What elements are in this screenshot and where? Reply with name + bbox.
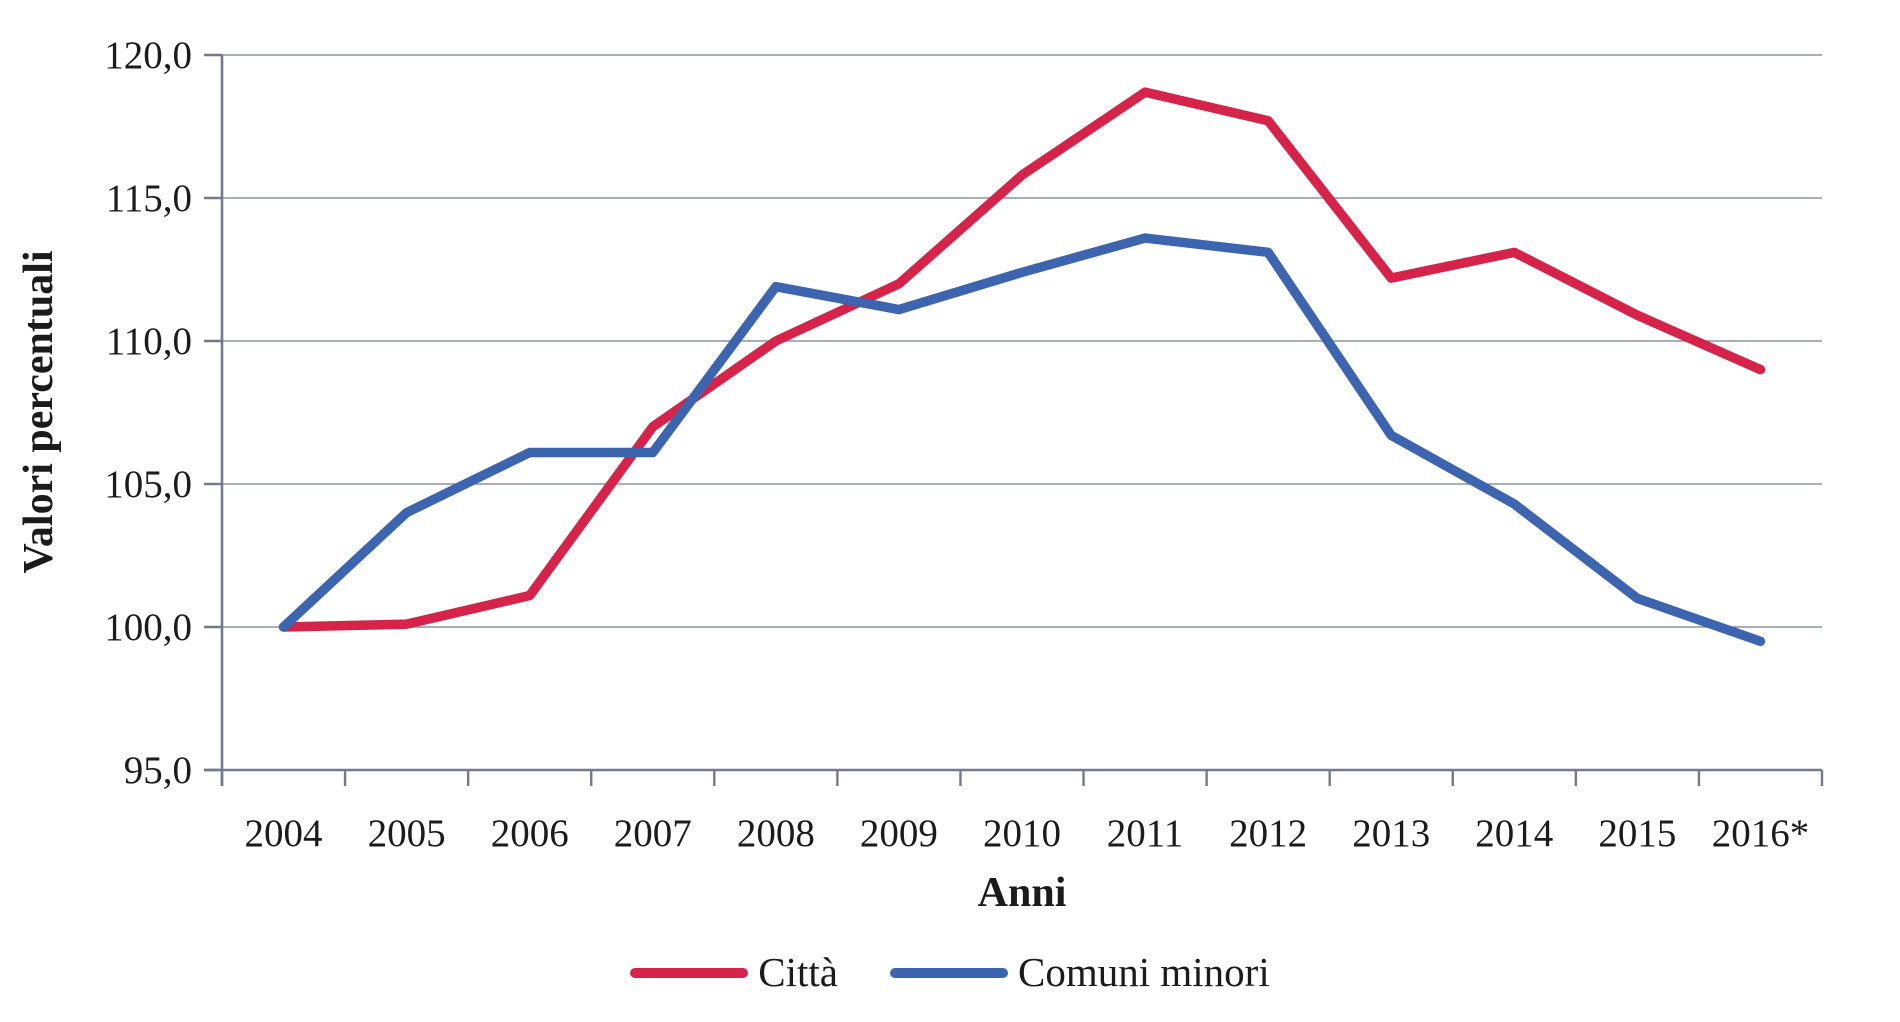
x-tick-label: 2005 [368,812,446,855]
x-tick-label: 2007 [614,812,692,855]
x-tick-labels: 2004 2005 2006 2007 2008 2009 2010 2011 2012 2013… [245,812,1810,855]
gridlines [222,54,1822,628]
x-tick-label: 2014 [1475,812,1553,855]
x-tick-label: 2011 [1107,812,1184,855]
x-tick-label: 2009 [860,812,938,855]
series-line-comuni-minori [278,233,1766,647]
x-tick-label: 2016* [1712,812,1810,855]
y-tick-label: 105,0 [104,463,192,506]
legend-item-citta: Città [630,952,838,993]
legend-label-citta: Città [758,949,838,995]
y-tick-label: 120,0 [104,34,192,77]
y-tick-labels: 95,0 100,0 105,0 110,0 115,0 120,0 [104,34,192,792]
chart-legend: Città Comuni minori [0,952,1900,993]
x-tick-label: 2015 [1598,812,1676,855]
x-tick-label: 2006 [491,812,569,855]
x-tick-label: 2008 [737,812,815,855]
axis-ticks [204,53,1824,786]
legend-label-comuni-minori: Comuni minori [1018,949,1270,995]
x-tick-label: 2012 [1229,812,1307,855]
series-line-citta [278,87,1766,632]
series-lines [278,87,1766,647]
x-tick-label: 2013 [1352,812,1430,855]
axes [204,55,1822,786]
y-axis-title: Valori percentuali [16,250,62,573]
y-tick-label: 95,0 [124,749,192,792]
legend-swatch-comuni-minori [890,967,1008,978]
y-tick-label: 100,0 [104,606,192,649]
y-tick-label: 110,0 [106,320,192,363]
legend-swatch-citta [630,967,749,978]
x-tick-label: 2010 [983,812,1061,855]
x-tick-label: 2004 [245,812,323,855]
x-axis-title: Anni [978,870,1067,916]
y-tick-label: 115,0 [106,177,192,220]
legend-item-comuni-minori: Comuni minori [890,952,1270,993]
